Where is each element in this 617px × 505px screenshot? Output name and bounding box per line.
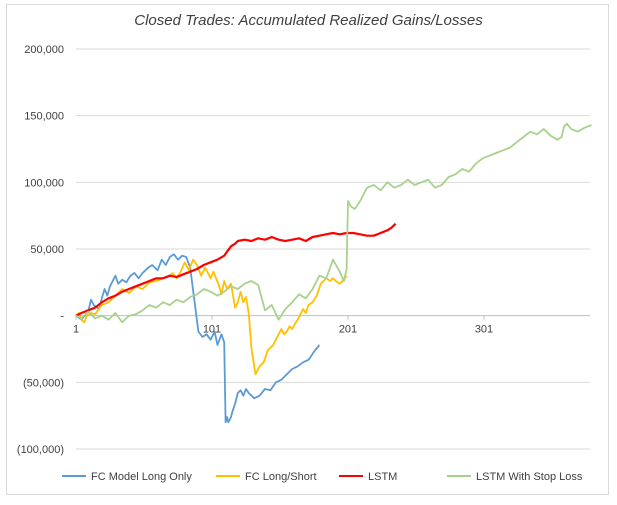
grid-layer bbox=[76, 48, 590, 450]
y-tick-label: - bbox=[60, 311, 64, 323]
x-tick-label: 301 bbox=[475, 324, 493, 336]
y-tick-label: 150,000 bbox=[24, 111, 64, 123]
legend-label: FC Model Long Only bbox=[91, 471, 192, 483]
x-tick-label: 201 bbox=[339, 324, 357, 336]
legend-label: LSTM With Stop Loss bbox=[476, 471, 583, 483]
x-axis: 1 101 201 301 bbox=[73, 315, 590, 336]
legend-label: LSTM bbox=[368, 471, 397, 483]
series-layer bbox=[75, 122, 592, 424]
y-tick-label: 50,000 bbox=[30, 244, 64, 256]
series-line-2 bbox=[75, 222, 397, 317]
x-tick-label: 1 bbox=[73, 324, 79, 336]
y-tick-label: (100,000) bbox=[17, 444, 64, 456]
series-line-3 bbox=[75, 122, 592, 324]
y-tick-label: 200,000 bbox=[24, 44, 64, 56]
legend: FC Model Long Only FC Long/Short LSTM LSTM … bbox=[62, 471, 583, 483]
series-line-1 bbox=[75, 258, 348, 376]
series-line-0 bbox=[75, 253, 321, 424]
legend-label: FC Long/Short bbox=[245, 471, 317, 483]
y-axis-ticks: 200,000 150,000 100,000 50,000 - (50,000) (100… bbox=[17, 44, 64, 456]
y-tick-label: 100,000 bbox=[24, 177, 64, 189]
x-tick-label: 101 bbox=[203, 324, 221, 336]
chart-title: Closed Trades: Accumulated Realized Gain… bbox=[134, 12, 483, 29]
y-tick-label: (50,000) bbox=[23, 377, 64, 389]
